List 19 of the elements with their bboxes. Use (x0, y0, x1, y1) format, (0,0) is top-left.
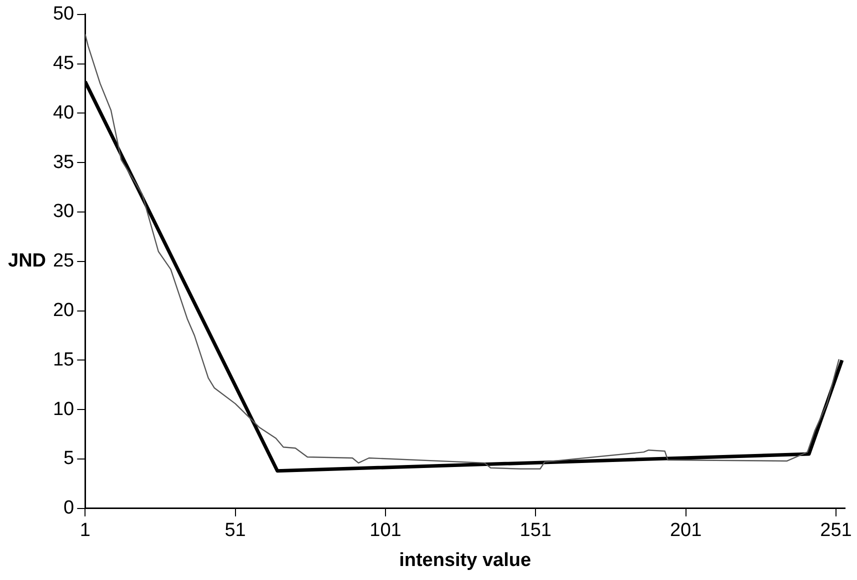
y-tick-label: 50 (52, 4, 74, 25)
y-tick-label: 20 (52, 300, 74, 322)
y-tick-label: 25 (52, 250, 74, 272)
x-tick-label: 151 (520, 520, 552, 542)
y-tick-label: 40 (52, 102, 74, 124)
x-tick-label: 201 (670, 520, 702, 542)
x-tick-label: 1 (80, 520, 90, 542)
y-tick-label: 10 (52, 398, 74, 420)
y-tick-label: 0 (64, 498, 74, 519)
y-tick-label: 5 (64, 448, 74, 470)
x-tick-label: 101 (370, 520, 402, 542)
y-axis-title: JND (8, 250, 46, 272)
y-tick-label: 45 (52, 53, 74, 74)
x-tick-label: 51 (224, 520, 246, 542)
y-tick-label: 35 (52, 152, 74, 173)
x-tick-label: 251 (820, 520, 852, 542)
y-tick-label: 15 (52, 349, 74, 370)
y-tick-label: 30 (52, 201, 74, 222)
x-axis-title: intensity value (399, 550, 532, 571)
